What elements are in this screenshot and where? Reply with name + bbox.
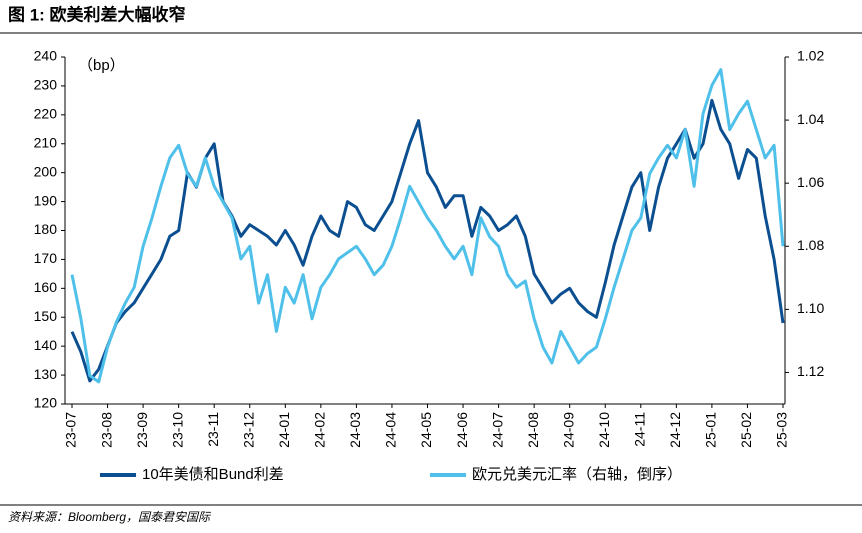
y2-tick-label: 1.02	[797, 48, 824, 64]
series-line	[70, 68, 785, 384]
x-tick-label: 24-07	[489, 412, 505, 448]
y2-tick-label: 1.10	[797, 300, 824, 316]
x-tick-label: 24-01	[276, 412, 292, 448]
x-tick-label: 24-11	[632, 412, 648, 447]
y2-tick-label: 1.06	[797, 174, 824, 190]
x-tick-label: 25-02	[738, 412, 754, 448]
y-tick-label: 130	[34, 366, 58, 382]
y-tick-label: 210	[34, 134, 58, 150]
y-tick-label: 150	[34, 308, 58, 324]
legend-label: 欧元兑美元汇率（右轴，倒序）	[472, 466, 682, 483]
y-tick-label: 190	[34, 192, 58, 208]
x-tick-label: 24-03	[347, 412, 363, 448]
x-tick-label: 24-06	[454, 412, 470, 448]
y2-tick-label: 1.08	[797, 237, 824, 253]
source-note: 资料来源：Bloomberg，国泰君安国际	[8, 510, 212, 524]
x-tick-label: 23-12	[240, 412, 256, 448]
x-tick-label: 24-08	[525, 412, 541, 448]
y-tick-label: 200	[34, 163, 58, 179]
x-tick-label: 25-03	[774, 412, 790, 448]
x-tick-label: 24-12	[667, 412, 683, 448]
y2-tick-label: 1.04	[797, 111, 824, 127]
x-tick-label: 23-07	[63, 412, 79, 448]
x-tick-label: 23-10	[169, 412, 185, 448]
legend-label: 10年美债和Bund利差	[142, 466, 284, 483]
y-tick-label: 140	[34, 337, 58, 353]
x-tick-label: 23-11	[205, 412, 221, 447]
y-tick-label: 230	[34, 77, 58, 93]
x-tick-label: 24-10	[596, 412, 612, 448]
y-tick-label: 240	[34, 48, 58, 64]
x-tick-label: 23-08	[98, 412, 114, 448]
y-tick-label: 120	[34, 395, 58, 411]
x-tick-label: 24-09	[560, 412, 576, 448]
series-line	[70, 98, 785, 383]
y2-tick-label: 1.12	[797, 363, 824, 379]
chart-title: 图 1: 欧美利差大幅收窄	[8, 4, 186, 24]
x-tick-label: 24-05	[418, 412, 434, 448]
y-tick-label: 220	[34, 106, 58, 122]
x-tick-label: 24-04	[383, 412, 399, 448]
y-tick-label: 170	[34, 250, 58, 266]
y-tick-label: 180	[34, 221, 58, 237]
y-tick-label: 160	[34, 279, 58, 295]
x-tick-label: 24-02	[312, 412, 328, 448]
y-unit-label: （bp）	[78, 57, 125, 74]
x-tick-label: 25-01	[703, 412, 719, 448]
x-tick-label: 23-09	[134, 412, 150, 448]
